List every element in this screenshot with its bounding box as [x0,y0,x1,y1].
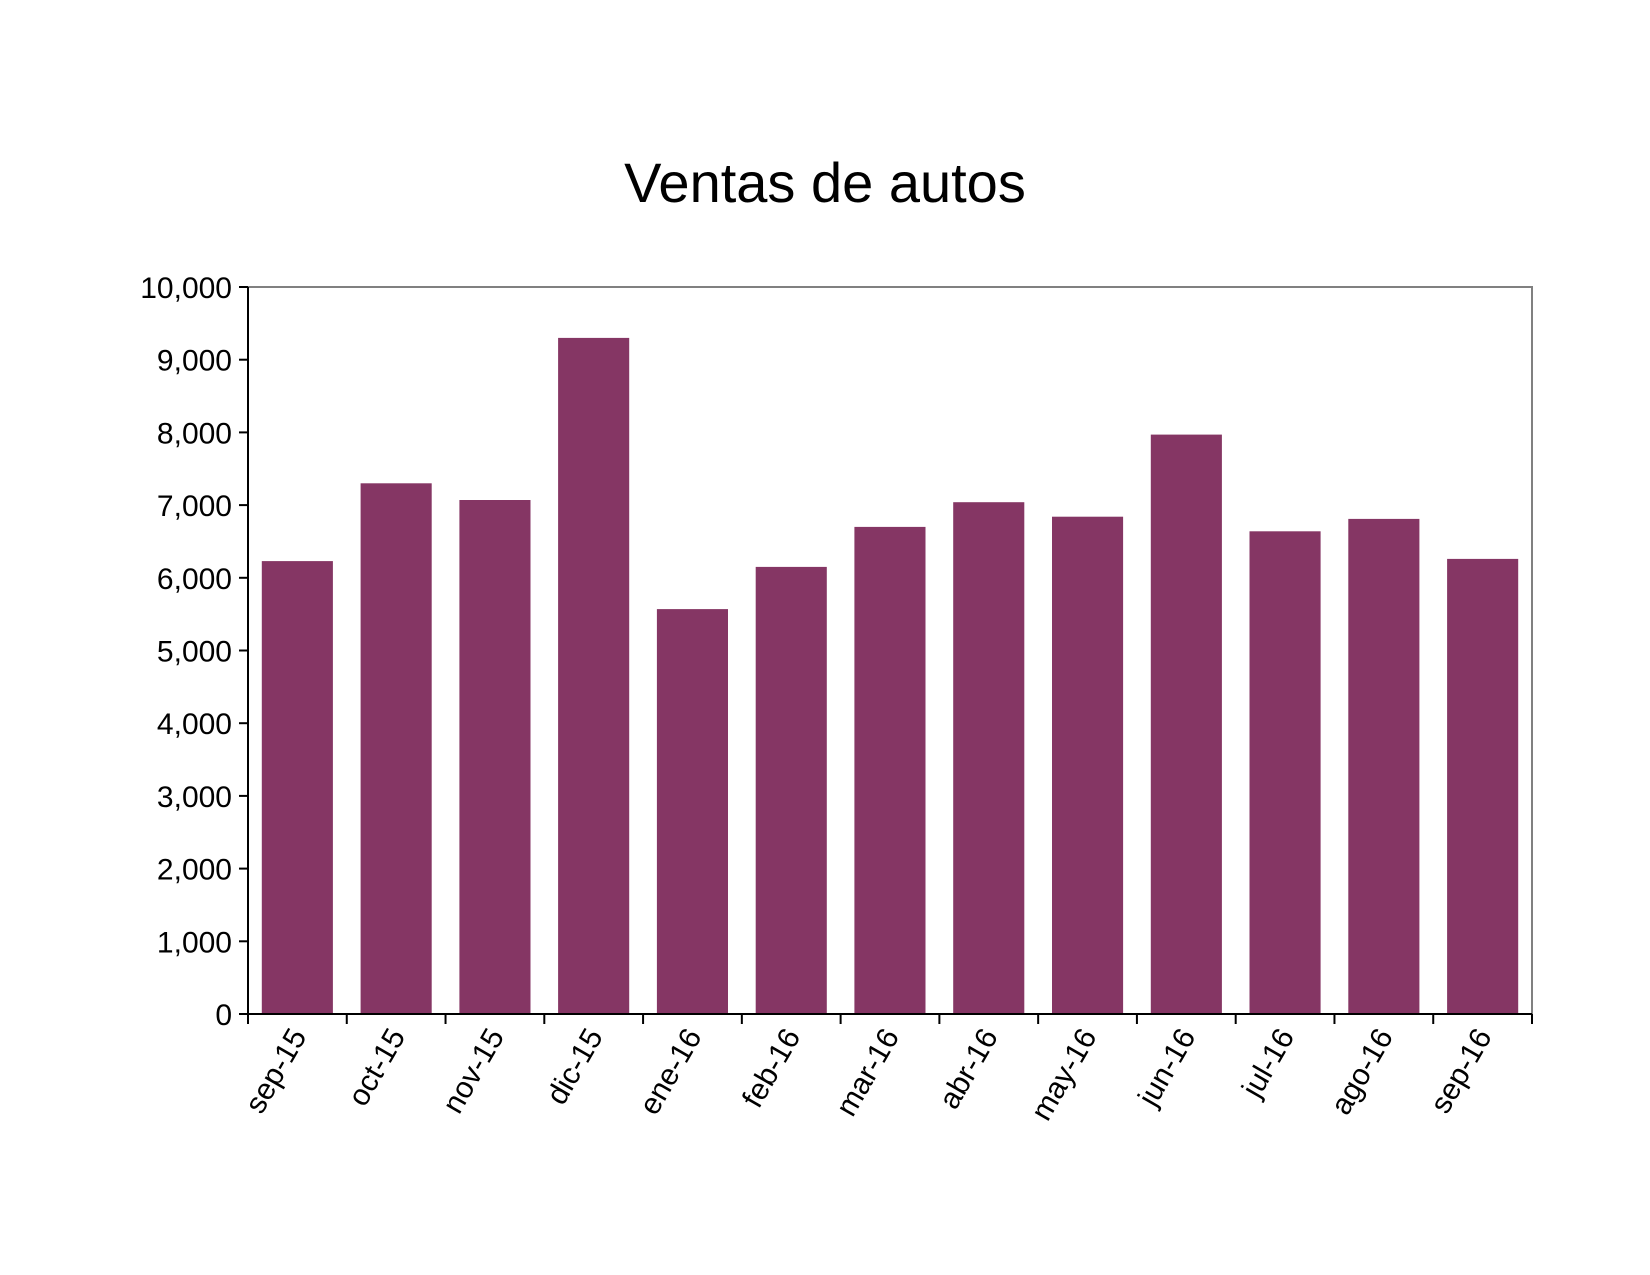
bar-mar-16 [854,526,926,1014]
bar-ago-16 [1348,518,1420,1014]
y-tick-label: 4,000 [157,708,232,741]
bar-feb-16 [755,566,827,1014]
y-tick-label: 2,000 [157,854,232,887]
x-tick-label: jul-16 [1235,1023,1301,1104]
bar-oct-15 [360,483,432,1014]
y-tick-label: 9,000 [157,345,232,378]
x-tick-label: dic-15 [540,1023,609,1110]
bar-abr-16 [953,502,1025,1014]
bar-sep-16 [1447,558,1519,1014]
y-tick-label: 10,000 [140,272,232,305]
x-tick-label: may-16 [1025,1023,1104,1126]
x-tick-label: feb-16 [736,1023,807,1113]
y-tick-label: 7,000 [157,490,232,523]
y-tick-label: 1,000 [157,926,232,959]
bar-dic-15 [558,337,630,1014]
bar-jun-16 [1150,434,1222,1015]
x-tick-label: nov-15 [437,1023,511,1119]
plot-frame [248,286,1533,1014]
x-tick-label: mar-16 [830,1023,906,1122]
x-tick-label: oct-15 [342,1023,412,1112]
x-tick-label: ago-16 [1325,1023,1400,1120]
y-tick-label: 6,000 [157,563,232,596]
y-tick-label: 3,000 [157,781,232,814]
x-tick-label: sep-15 [239,1023,313,1119]
bar-ene-16 [656,609,728,1014]
bar-may-16 [1052,516,1124,1014]
y-tick-label: 0 [215,999,232,1032]
bar-sep-15 [261,561,333,1014]
x-tick-label: abr-16 [933,1023,1005,1115]
x-tick-label: sep-16 [1424,1023,1498,1119]
chart-title: Ventas de autos [624,151,1026,214]
x-tick-label: jun-16 [1132,1023,1203,1113]
y-tick-label: 8,000 [157,417,232,450]
bar-nov-15 [459,500,531,1014]
bar-jul-16 [1249,531,1321,1014]
y-tick-label: 5,000 [157,636,232,669]
x-tick-label: ene-16 [633,1023,708,1120]
